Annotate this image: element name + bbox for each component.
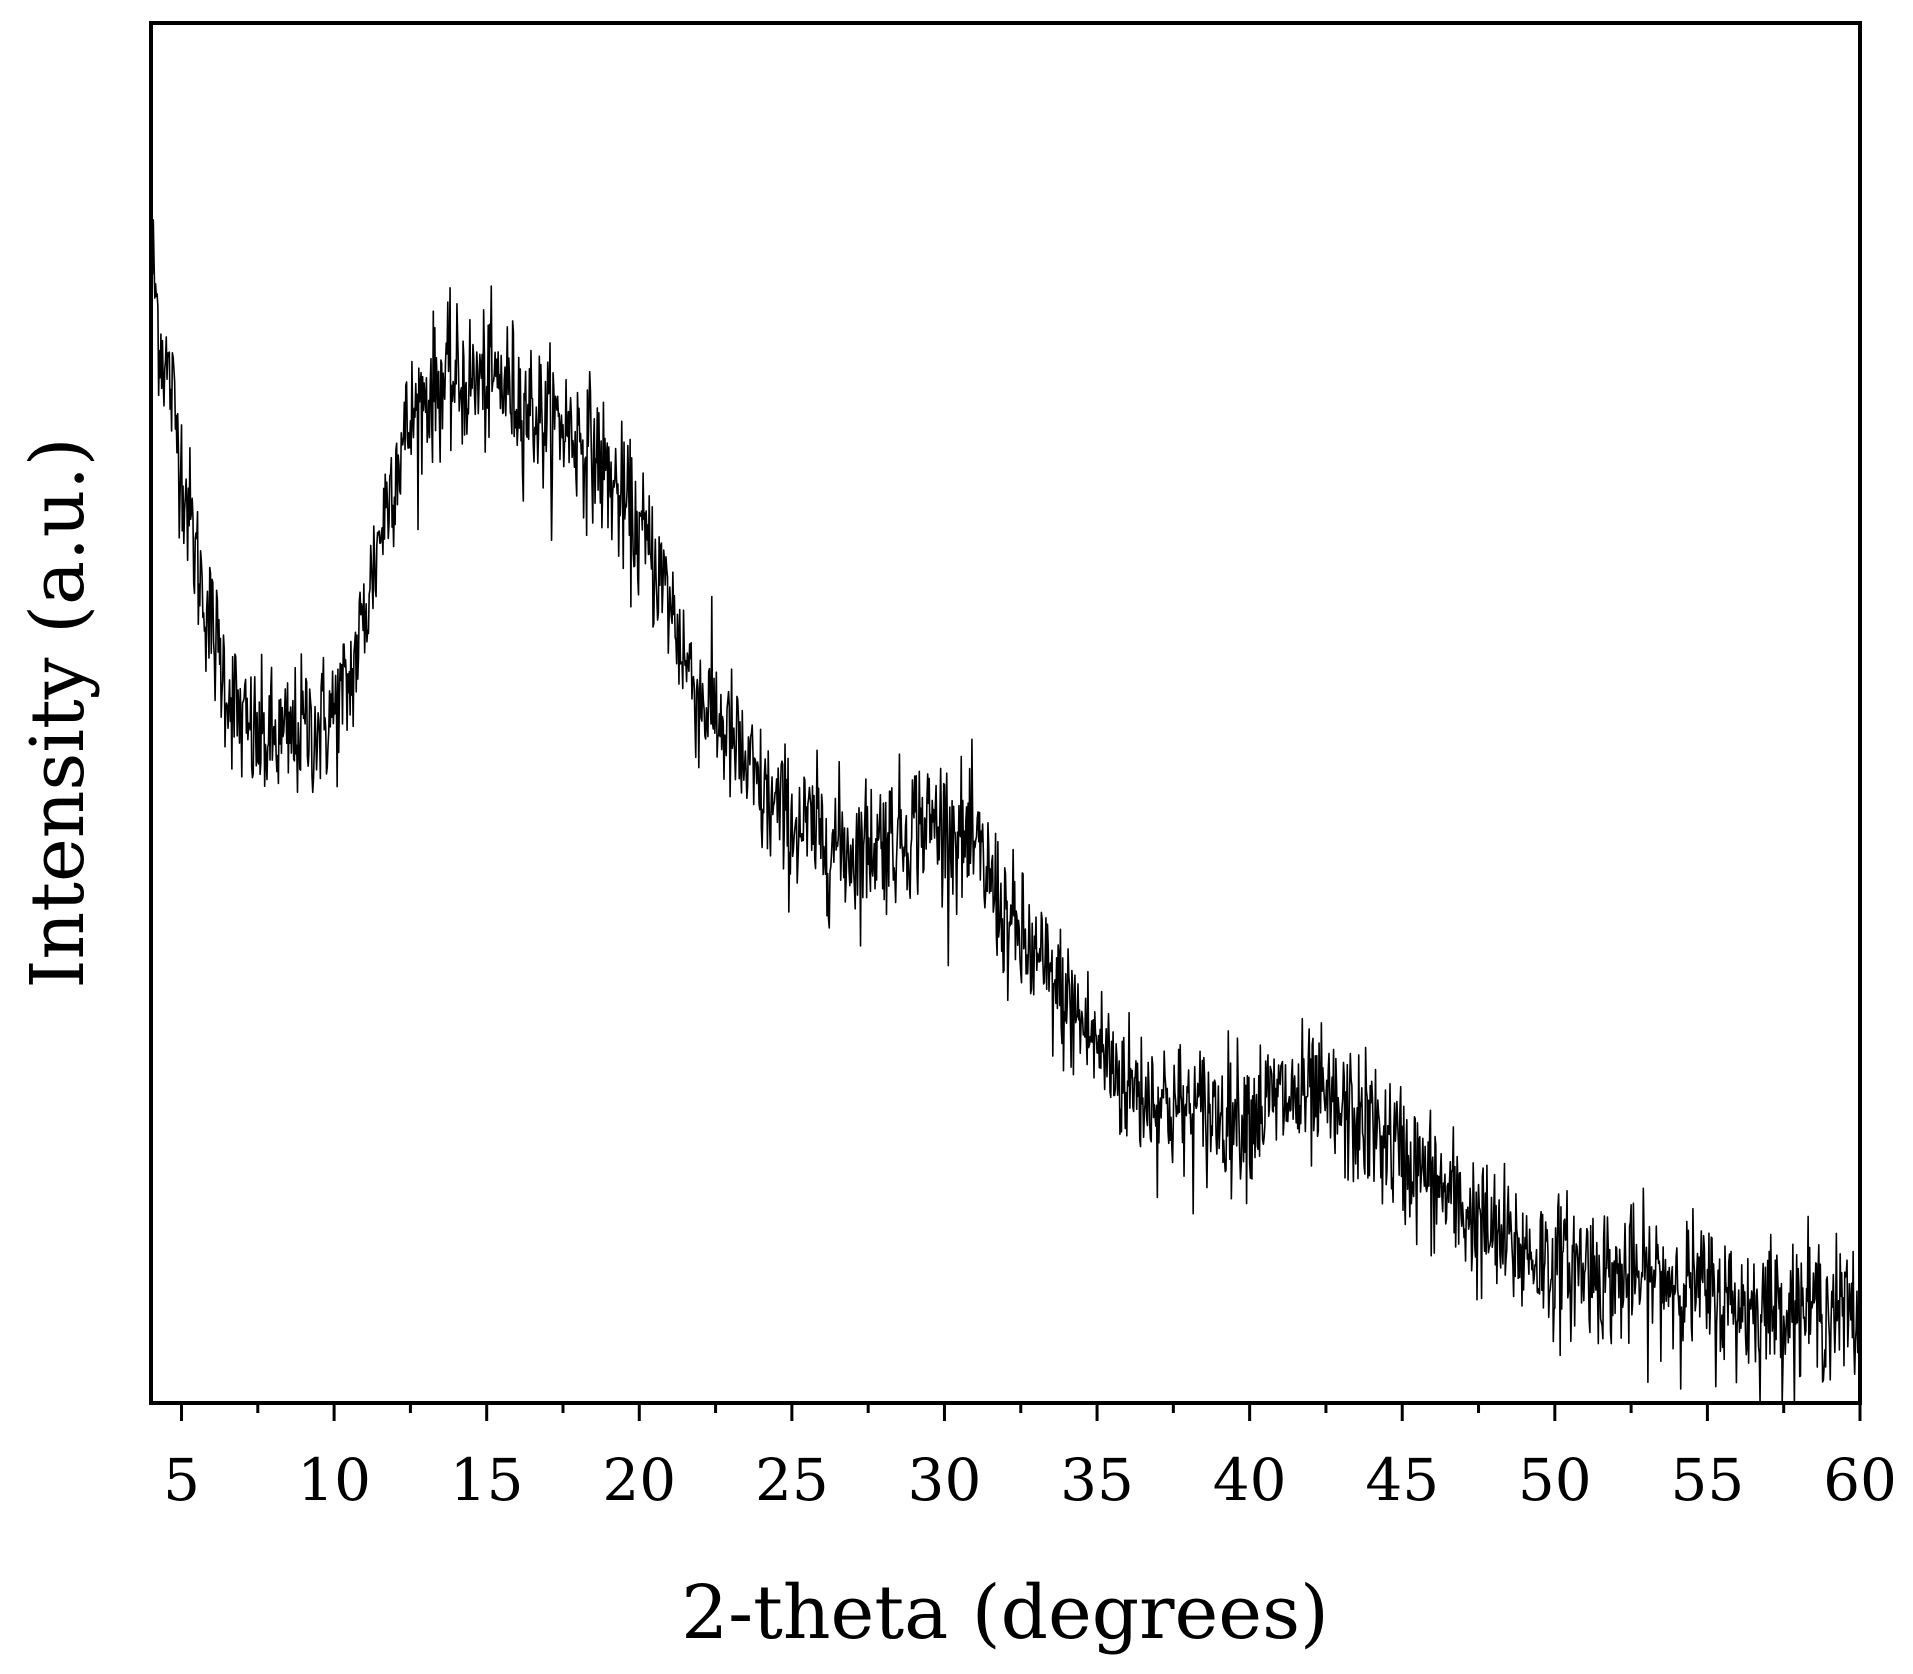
x-tick-label: 10 <box>297 1446 371 1514</box>
x-tick-label: 30 <box>908 1446 982 1514</box>
x-axis-title: 2-theta (degrees) <box>681 1570 1329 1656</box>
x-axis-ticks <box>180 1403 1862 1421</box>
x-tick-label: 5 <box>163 1446 200 1514</box>
x-tick-label: 55 <box>1671 1446 1745 1514</box>
y-axis-title: Intensity (a.u.) <box>15 437 101 988</box>
x-tick-label: 60 <box>1823 1446 1897 1514</box>
x-tick-label: 40 <box>1213 1446 1287 1514</box>
intensity-series-line <box>150 218 1861 1404</box>
x-tick-label: 15 <box>450 1446 524 1514</box>
x-tick-label: 35 <box>1060 1446 1134 1514</box>
x-tick-label: 50 <box>1518 1446 1592 1514</box>
plot-frame <box>149 21 1862 1405</box>
x-tick-label: 25 <box>755 1446 829 1514</box>
x-axis-tick-labels: 5 10 15 20 25 30 35 40 45 50 55 60 <box>163 1446 1897 1514</box>
x-tick-label: 20 <box>602 1446 676 1514</box>
x-tick-label: 45 <box>1365 1446 1439 1514</box>
